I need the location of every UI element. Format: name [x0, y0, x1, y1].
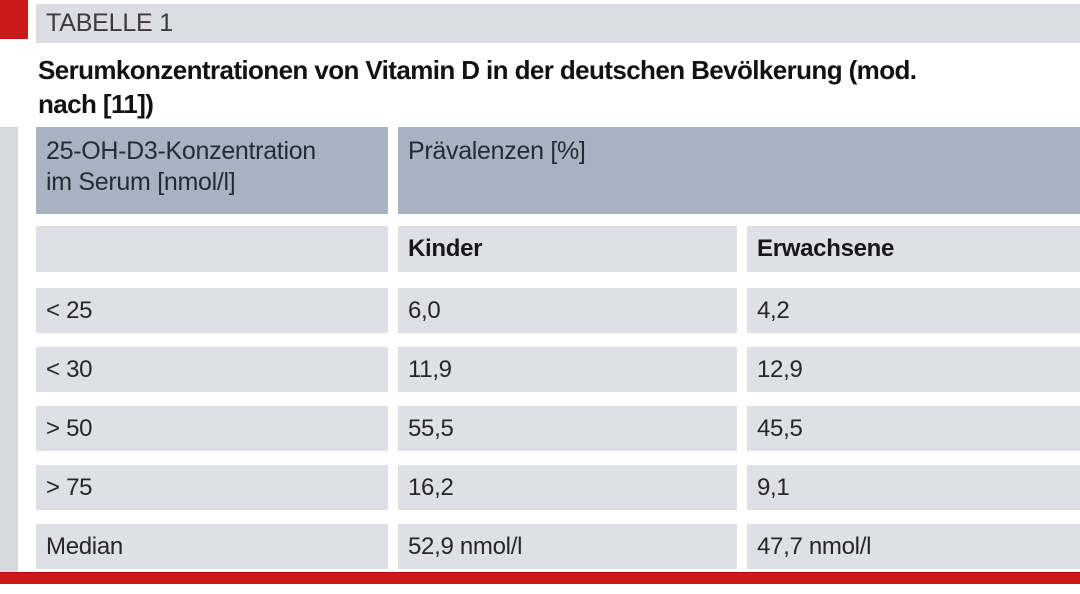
row-label: > 75 — [36, 465, 388, 510]
row-value-kinder: 11,9 — [398, 347, 737, 392]
row-value-erwachsene: 12,9 — [747, 347, 1080, 392]
row-label: Median — [36, 524, 388, 569]
row-value-erwachsene: 47,7 nmol/l — [747, 524, 1080, 569]
row-value-kinder: 52,9 nmol/l — [398, 524, 737, 569]
table-title: Serumkonzentrationen von Vitamin D in de… — [38, 53, 1078, 121]
row-label: < 25 — [36, 288, 388, 333]
table-title-line1: Serumkonzentrationen von Vitamin D in de… — [38, 55, 917, 85]
header-cell-prevalence: Prävalenzen [%] — [398, 127, 1080, 214]
header-prevalence-label: Prävalenzen [%] — [408, 137, 586, 165]
row-value-erwachsene: 45,5 — [747, 406, 1080, 451]
table-kicker-label: TABELLE 1 — [46, 9, 173, 37]
subheader-cell-erwachsene: Erwachsene — [747, 226, 1080, 272]
bottom-red-rule — [0, 572, 1080, 584]
row-value-erwachsene: 4,2 — [747, 288, 1080, 333]
row-value-erwachsene: 9,1 — [747, 465, 1080, 510]
row-label: > 50 — [36, 406, 388, 451]
row-label: < 30 — [36, 347, 388, 392]
row-value-kinder: 16,2 — [398, 465, 737, 510]
table-kicker: TABELLE 1 — [36, 4, 1080, 43]
left-margin-strip — [0, 127, 18, 572]
subheader-cell-kinder: Kinder — [398, 226, 737, 272]
subheader-cell-empty — [36, 226, 388, 272]
table-title-line2: nach [11]) — [38, 89, 154, 119]
row-value-kinder: 55,5 — [398, 406, 737, 451]
header-concentration-line2: im Serum [nmol/l] — [46, 168, 236, 196]
red-accent-square — [0, 0, 28, 39]
row-value-kinder: 6,0 — [398, 288, 737, 333]
header-cell-concentration: 25-OH-D3-Konzentration im Serum [nmol/l] — [36, 127, 388, 214]
header-concentration-line1: 25-OH-D3-Konzentration — [46, 137, 316, 165]
